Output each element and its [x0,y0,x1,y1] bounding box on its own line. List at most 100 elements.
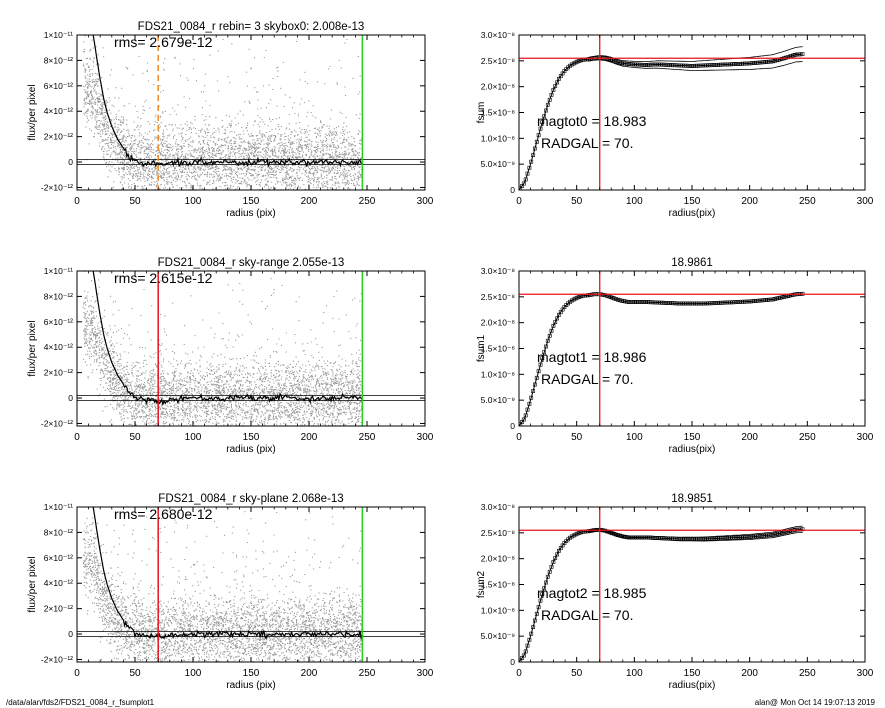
right-1-growth-point [544,108,548,113]
left-3-y-tick-label: 6×10⁻¹² [44,553,73,563]
right-3-growth-point [545,574,550,579]
right-1-x-tick-label: 300 [857,196,874,207]
right-2-growth-point [538,362,543,367]
right-3-x-tick-label: 50 [571,668,583,679]
right-3-radgal-label: RADGAL = 70. [541,607,633,623]
left-3-x-tick-label: 150 [243,668,260,679]
right-1-y-tick-label: 1.5×10⁻⁸ [481,108,516,118]
right-2-growth-point [521,417,526,422]
right-2-growth-point [536,369,541,374]
right-1-envelope-upper [588,46,803,62]
left-2-plot-frame [76,270,426,427]
right-2-growth-point [745,299,750,304]
left-1-rms-annotation: rms= 2.679e-12 [114,34,213,50]
left-3-x-axis-label: radius (pix) [226,680,275,691]
right-3-x-tick-label: 100 [626,668,643,679]
right-2-y-tick-label: 1.0×10⁻⁸ [481,369,516,379]
right-3-y-axis-label: fsum2 [476,570,487,598]
left-2-y-tick-label: 6×10⁻¹² [44,317,73,327]
left-2-title: FDS21_0084_r sky-range 2.055e-13 [158,257,345,269]
right-1-growth-point [745,61,750,66]
left-3-x-tick-label: 250 [359,668,376,679]
right-2-growth-point [708,301,713,306]
left-1-x-tick-label: 300 [417,196,434,207]
right-2-growth-point [619,298,624,303]
right-2-y-tick-label: 3.0×10⁻⁸ [481,266,516,276]
right-2-growth-point [687,301,692,306]
right-2-x-tick-label: 200 [741,432,758,443]
chart-left-2: FDS21_0084_r sky-range 2.055e-13 0 50 100 15… [27,257,434,455]
right-2-y-axis-label: fsum1 [476,334,487,362]
right-1-y-tick-label: 2.5×10⁻⁸ [481,56,516,66]
right-3-growth-point [614,532,619,537]
right-3-growth-point [737,535,742,540]
left-2-x-tick-label: 300 [417,432,434,443]
right-2-growth-point [614,297,619,302]
right-2-x-axis-label: radius(pix) [669,444,716,455]
right-3-growth-point [521,653,526,658]
left-3-y-tick-label: 0 [68,629,73,639]
right-3-growth-point [667,536,672,541]
chart-right-1: 0 50 100 150 200 250 300 0 5.0×10⁻⁹ 1.0×10⁻⁸ 1.5×1… [476,30,874,219]
chart-left-1: FDS21_0084_r rebin= 3 skybox0: 2.008e-13… [27,21,434,219]
right-1-magtot-label: magtot0 = 18.983 [537,113,647,129]
right-3-growth-point [687,537,692,541]
right-1-growth-point [540,120,545,125]
left-3-x-tick-label: 300 [417,668,434,679]
right-1-growth-point [717,62,722,67]
right-3-growth-point [527,637,532,642]
left-2-y-tick-label: 1×10⁻¹¹ [44,266,73,276]
right-1-growth-point [761,60,766,65]
right-1-x-tick-label: 150 [684,196,701,207]
right-3-growth-point [761,533,766,538]
right-1-x-tick-label: 0 [516,196,522,207]
left-3-y-axis-label: flux/per pixel [27,556,38,612]
left-3-mean-profile [92,507,363,641]
right-3-x-tick-label: 150 [684,668,701,679]
right-3-growth-point [721,536,726,541]
right-2-growth-point [717,300,722,305]
right-3-growth-point [556,548,561,553]
right-1-growth-point [687,64,692,68]
right-2-growth-point [660,300,665,305]
right-1-radgal-label: RADGAL = 70. [541,135,633,151]
footer-file-path: /data/alan/fds2/FDS21_0084_r_fsumplot1 [6,698,155,707]
left-2-y-tick-label: 4×10⁻¹² [44,342,73,352]
right-1-growth-point [737,61,742,66]
right-2-growth-point [610,295,615,300]
right-3-growth-point [741,535,746,540]
right-2-growth-point [553,320,558,325]
right-2-growth-point [525,407,530,412]
right-2-growth-point [562,305,567,310]
right-1-y-tick-label: 3.0×10⁻⁸ [481,30,516,40]
left-3-x-tick-label: 0 [74,668,80,679]
right-2-x-tick-label: 100 [626,432,643,443]
left-2-x-tick-label: 100 [185,432,202,443]
left-2-y-axis-label: flux/per pixel [27,320,38,376]
right-1-growth-point [532,146,537,151]
right-1-growth-point [800,52,805,57]
right-1-growth-point [555,80,560,85]
right-3-y-tick-label: 0 [510,657,515,667]
right-1-growth-point [708,63,713,68]
right-2-growth-point [555,316,560,321]
right-1-x-tick-label: 50 [571,196,583,207]
right-1-growth-point [525,171,530,176]
left-2-y-tick-label: -2×10⁻¹² [41,418,73,428]
right-2-growth-point [732,300,737,305]
right-1-growth-point [534,139,539,144]
right-2-growth-point [544,344,548,349]
right-3-growth-point [717,536,722,541]
right-2-growth-point [556,312,561,317]
right-3-growth-point [536,605,541,610]
right-2-growth-point [523,413,528,418]
footer-timestamp: alan@ Mon Oct 14 19:07:13 2019 [754,698,875,707]
right-2-growth-point [667,301,672,306]
right-3-growth-point [691,537,696,541]
right-1-growth-point [630,62,635,67]
right-2-growth-point [711,301,716,306]
right-2-growth-point [663,300,668,305]
right-1-growth-point [619,61,624,66]
right-2-growth-point [684,301,689,306]
